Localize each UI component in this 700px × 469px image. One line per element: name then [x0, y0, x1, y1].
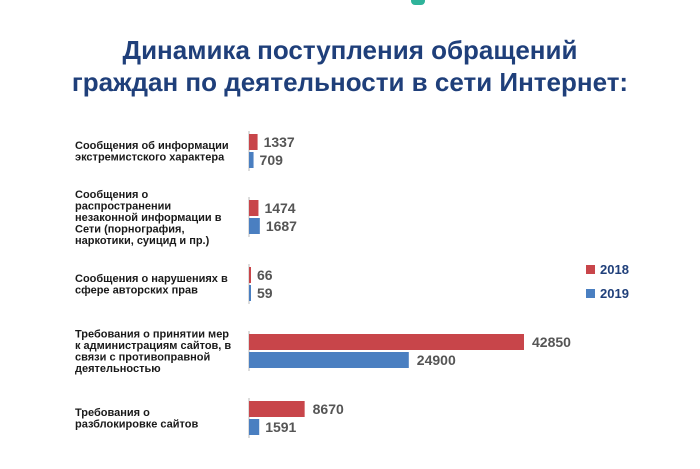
category-label: Сообщения о нарушениях в сфере авторских … [75, 273, 228, 297]
chart-title-line-2: граждан по деятельности в сети Интернет: [71, 67, 629, 97]
data-label-2019: 1687 [266, 218, 297, 234]
category-label: Требования о разблокировке сайтов [75, 407, 198, 431]
bar-2018 [249, 334, 524, 350]
category-label-line: экстремистского характера [75, 152, 225, 164]
category-label-line: Сети (порнография, [75, 223, 185, 235]
bar-2019 [249, 352, 409, 368]
bar-2019 [249, 218, 260, 234]
bar-2018 [249, 200, 259, 216]
category-label-line: Требования о принятии мер [75, 329, 229, 341]
category-label: Сообщения об информации экстремистского х… [75, 140, 229, 164]
category-label-line: Требования о [75, 407, 150, 419]
bar-2019 [249, 152, 254, 168]
bar-2018 [249, 134, 258, 150]
category-label-line: незаконной информации в [75, 212, 222, 224]
category-label: Требования о принятии мер к администрация… [75, 329, 231, 376]
category-label-line: сфере авторских прав [75, 285, 198, 297]
bar-2018 [249, 267, 251, 283]
category-label-line: связи с противоправной [75, 352, 210, 364]
category-label-line: наркотики, суицид и пр.) [75, 235, 210, 247]
data-label-2018: 66 [257, 267, 273, 283]
bar-2019 [249, 419, 260, 435]
data-label-2019: 709 [260, 152, 284, 168]
chart-title: Динамика поступления обращений граждан п… [0, 34, 700, 98]
category-label-line: Сообщения о нарушениях в [75, 273, 228, 285]
data-label-2018: 42850 [532, 334, 571, 350]
data-label-2019: 1591 [265, 419, 296, 435]
category-label-line: Сообщения об информации [75, 140, 229, 152]
category-label-line: Сообщения о [75, 189, 148, 201]
category-label: Сообщения о распространении незаконной инф… [75, 189, 222, 247]
legend-label-2018: 2018 [600, 262, 629, 277]
bar-2018 [249, 401, 305, 417]
data-label-2018: 1474 [264, 200, 295, 216]
bar-2019 [249, 285, 251, 301]
data-label-2018: 1337 [264, 134, 295, 150]
chart-title-line-1: Динамика поступления обращений [122, 35, 578, 65]
category-label-line: деятельностью [75, 363, 161, 375]
data-label-2018: 8670 [313, 401, 344, 417]
category-label-line: распространении [75, 200, 171, 212]
legend-swatch-2018 [586, 265, 595, 274]
legend-swatch-2019 [586, 289, 595, 298]
data-label-2019: 24900 [417, 352, 456, 368]
category-label-line: к администрациям сайтов, в [75, 340, 231, 352]
data-label-2019: 59 [257, 285, 273, 301]
top-accent-bar [411, 0, 425, 5]
category-label-line: разблокировке сайтов [75, 419, 198, 431]
legend-label-2019: 2019 [600, 286, 629, 301]
